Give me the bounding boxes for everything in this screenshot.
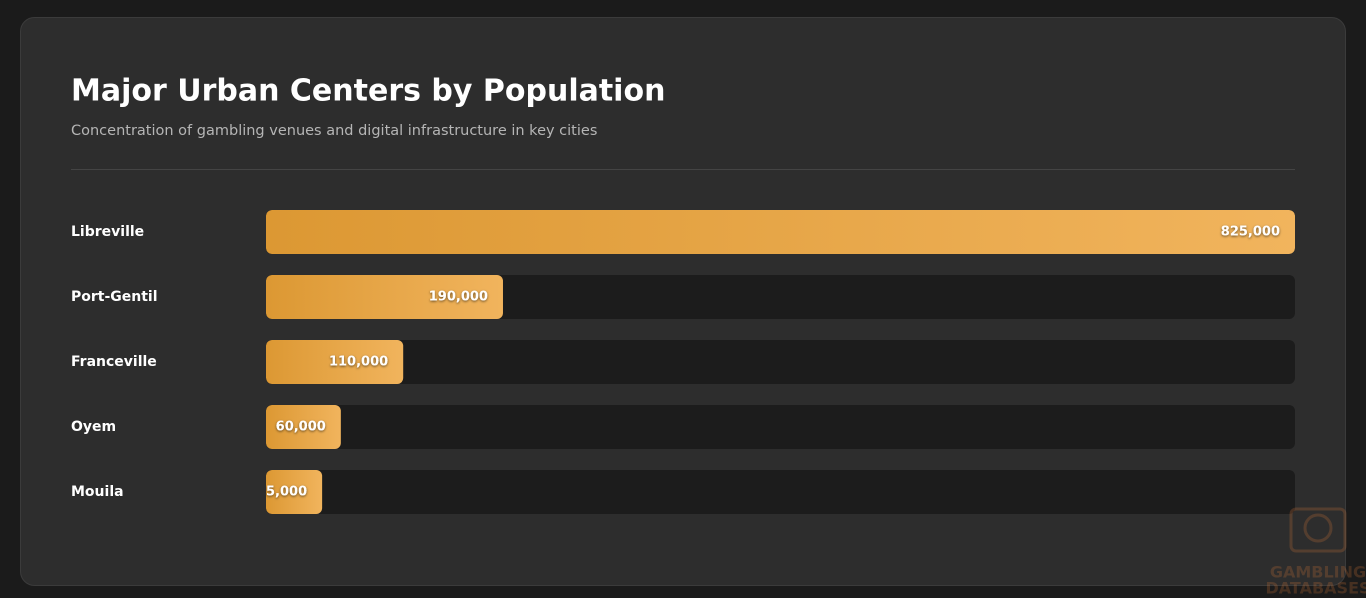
watermark-text: GAMBLING <box>1270 563 1366 582</box>
chart-title: Major Urban Centers by Population <box>71 74 665 109</box>
category-label: Port-Gentil <box>71 289 158 305</box>
chart-subtitle: Concentration of gambling venues and dig… <box>71 123 597 139</box>
bar <box>266 275 503 319</box>
bar <box>266 210 1295 254</box>
bar-track <box>266 275 1295 319</box>
category-label: Libreville <box>71 224 144 240</box>
bar-track <box>266 470 1295 514</box>
value-label: 190,000 <box>429 290 488 305</box>
watermark-icon <box>1303 513 1333 543</box>
value-label: 825,000 <box>1221 225 1280 240</box>
bar <box>266 470 323 514</box>
watermark: GAMBLING DATABASES <box>1265 507 1366 598</box>
watermark-text: DATABASES <box>1265 579 1366 598</box>
bar-track <box>266 405 1295 449</box>
value-label: 110,000 <box>329 355 388 370</box>
watermark-icon <box>1289 507 1347 553</box>
category-label: Oyem <box>71 419 116 435</box>
category-label: Mouila <box>71 484 124 500</box>
bar-group: 825,000 <box>266 210 1295 254</box>
category-label: Franceville <box>71 354 157 370</box>
bars: Libreville 825,000 Port-Gentil 190,000 Franc… <box>71 210 1295 514</box>
bar-group: 190,000 <box>266 275 503 319</box>
bar-group: 60,000 <box>266 405 341 449</box>
bar-track <box>266 340 1295 384</box>
value-label: 45,000 <box>257 485 307 500</box>
bar <box>266 340 404 384</box>
bar-group: 45,000 <box>257 470 323 514</box>
bar-group: 110,000 <box>266 340 404 384</box>
value-label: 60,000 <box>276 420 326 435</box>
bar <box>266 405 341 449</box>
